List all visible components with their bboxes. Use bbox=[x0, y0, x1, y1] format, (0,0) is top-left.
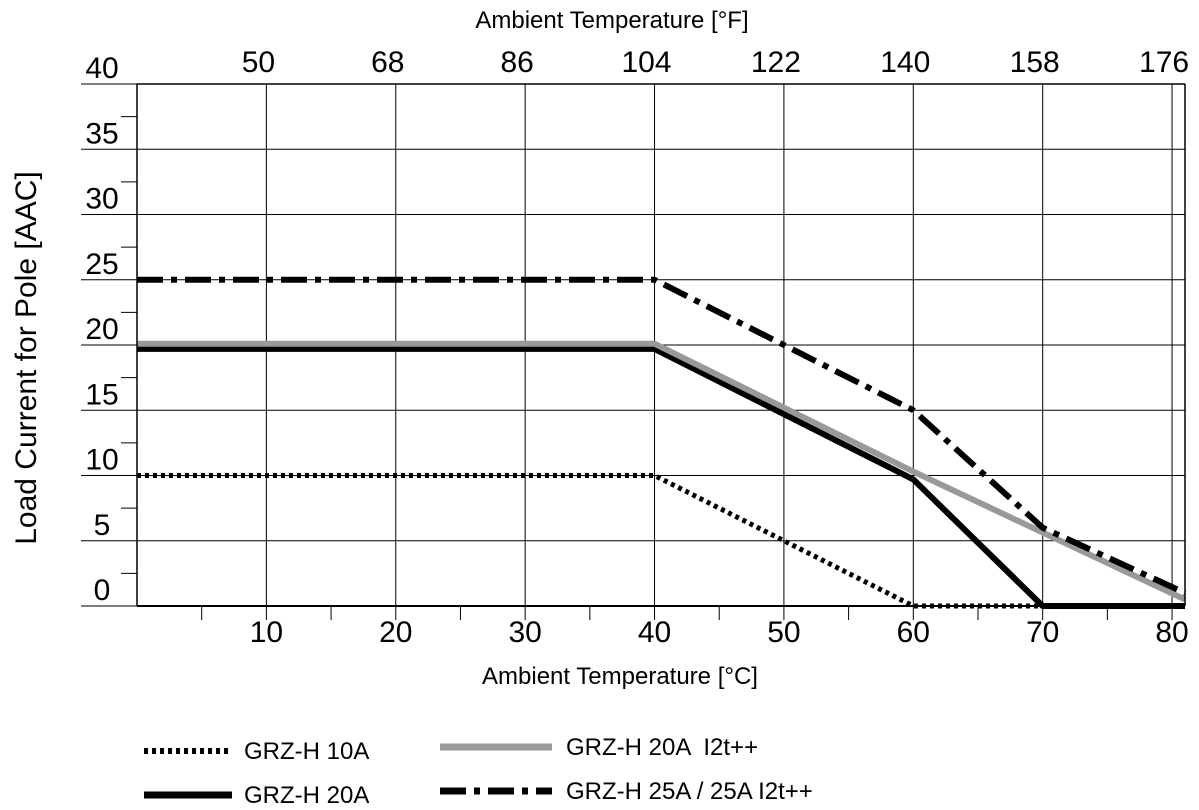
y-tick-label: 25 bbox=[85, 248, 118, 281]
y-tick-label: 20 bbox=[85, 313, 118, 346]
legend-label-2: GRZ-H 20A bbox=[244, 782, 369, 809]
bottom-axis-label: Ambient Temperature [°C] bbox=[482, 663, 758, 690]
x2-tick-label: 140 bbox=[880, 46, 930, 79]
x-tick-label: 70 bbox=[1026, 616, 1059, 649]
legend-label-4: GRZ-H 25A / 25A I2t++ bbox=[566, 778, 813, 805]
y-tick-label: 35 bbox=[85, 117, 118, 150]
x2-tick-label: 86 bbox=[500, 46, 533, 79]
x-tick-label: 40 bbox=[638, 616, 671, 649]
y-tick-label: 30 bbox=[85, 183, 118, 216]
x-tick-label: 20 bbox=[379, 616, 412, 649]
x-tick-label: 30 bbox=[508, 616, 541, 649]
y-tick-label: 0 bbox=[94, 574, 111, 607]
y-tick-label: 40 bbox=[85, 52, 118, 85]
series-line-2 bbox=[137, 345, 1185, 609]
legend-label-1: GRZ-H 10A bbox=[244, 738, 369, 765]
y-tick-label: 10 bbox=[85, 444, 118, 477]
x2-tick-label: 50 bbox=[242, 46, 275, 79]
axis-ticks: 10 20 30 40 50 60 70 80 50 68 86 104 122 140 158 176 0 5 1… bbox=[81, 46, 1189, 649]
series-lines bbox=[137, 276, 1187, 609]
legend: GRZ-H 10A GRZ-H 20A GRZ-H 20A I2t++ GRZ-H 2… bbox=[144, 734, 813, 809]
x2-tick-label: 176 bbox=[1139, 46, 1189, 79]
legend-label-3: GRZ-H 20A I2t++ bbox=[566, 734, 758, 761]
x2-tick-label: 122 bbox=[751, 46, 801, 79]
x-tick-label: 80 bbox=[1155, 616, 1188, 649]
x2-tick-label: 158 bbox=[1010, 46, 1060, 79]
axis-labels: Ambient Temperature [°F] Ambient Tempera… bbox=[10, 7, 758, 690]
series-line-4 bbox=[137, 276, 1187, 596]
x2-tick-label: 68 bbox=[371, 46, 404, 79]
x-tick-label: 10 bbox=[250, 616, 283, 649]
x-tick-label: 60 bbox=[897, 616, 930, 649]
y-tick-label: 5 bbox=[94, 509, 111, 542]
series-line-3 bbox=[137, 340, 1187, 603]
x2-tick-label: 104 bbox=[621, 46, 671, 79]
top-axis-label: Ambient Temperature [°F] bbox=[475, 7, 748, 34]
y-axis-label: Load Current for Pole [AAC] bbox=[10, 171, 43, 545]
y-tick-label: 15 bbox=[85, 378, 118, 411]
x-tick-label: 50 bbox=[767, 616, 800, 649]
